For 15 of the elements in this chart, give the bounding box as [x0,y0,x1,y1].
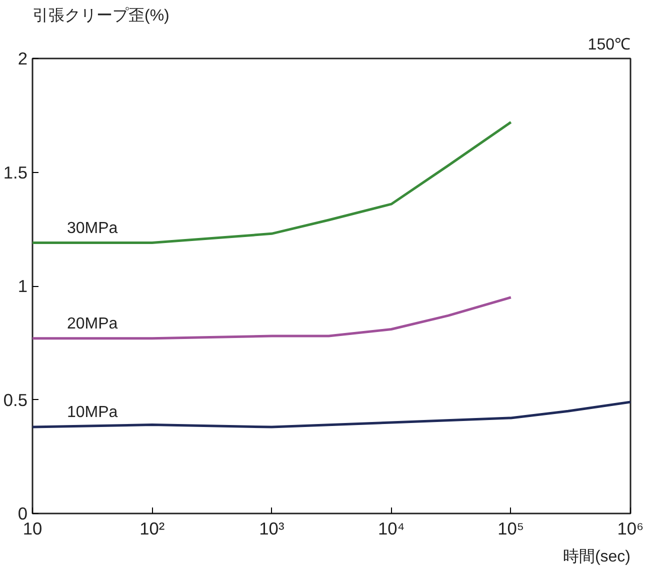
x-tick-label: 10⁵ [498,518,524,538]
series-label: 10MPa [66,404,118,422]
y-axis-title: 引張クリープ歪(%) [32,6,170,24]
x-tick-label: 10⁶ [617,518,644,538]
x-tick-label: 10³ [259,518,284,538]
x-axis-title: 時間(sec) [562,548,631,566]
series-label: 30MPa [66,220,118,237]
x-tick-label: 10² [140,518,165,538]
y-tick-label: 0.5 [3,390,28,410]
x-tick-label: 10⁴ [378,518,405,538]
text: 150℃ [588,36,631,54]
y-tick-label: 1 [18,276,28,296]
series-label: 20MPa [66,315,118,332]
y-tick-label: 2 [18,48,28,68]
y-tick-label: 1.5 [3,162,28,182]
